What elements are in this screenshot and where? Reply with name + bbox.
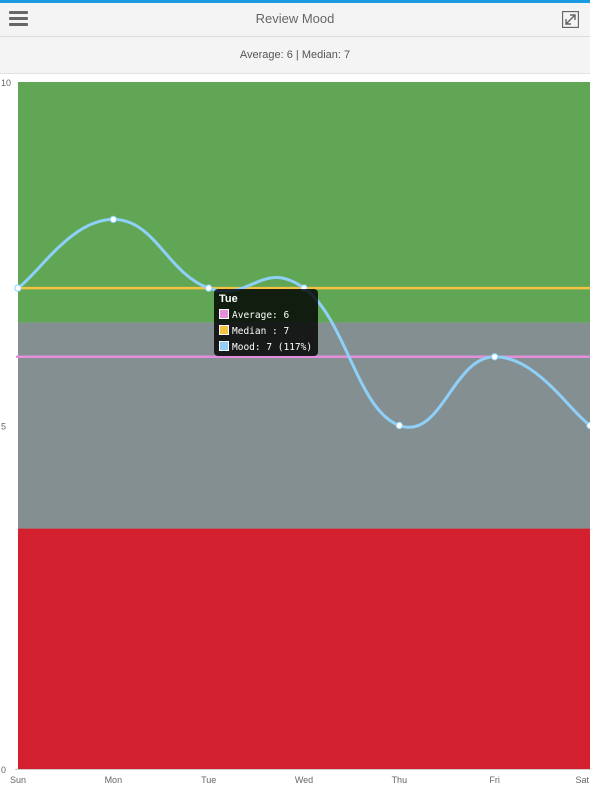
tooltip-swatch-mood bbox=[219, 341, 229, 351]
page-title: Review Mood bbox=[255, 11, 335, 26]
tooltip-text-mood: Mood: 7 (117%) bbox=[232, 342, 313, 353]
x-tick-label: Sat bbox=[575, 775, 589, 785]
band-bad bbox=[18, 528, 590, 769]
y-tick-label: 5 bbox=[1, 422, 6, 432]
x-tick-label: Sun bbox=[10, 775, 26, 785]
x-tick-label: Mon bbox=[105, 775, 123, 785]
x-tick-label: Tue bbox=[201, 775, 216, 785]
summary-bar: Average: 6 | Median: 7 bbox=[0, 37, 590, 74]
tooltip-swatch-median bbox=[219, 325, 229, 335]
hamburger-menu-icon[interactable] bbox=[9, 11, 28, 27]
top-accent-bar bbox=[0, 0, 590, 3]
tooltip-title: Tue bbox=[219, 293, 238, 305]
tooltip-row-average: Average: 6 bbox=[219, 309, 289, 321]
mood-point-thu bbox=[395, 421, 404, 430]
tooltip-text-median: Median : 7 bbox=[232, 326, 290, 337]
chart-tooltip: Tue Average: 6 Median : 7 Mood: 7 (117%) bbox=[214, 289, 318, 356]
mood-point-mon bbox=[109, 215, 118, 224]
mood-point-fri bbox=[490, 353, 499, 361]
mood-point-sun bbox=[14, 284, 22, 292]
tooltip-text-average: Average: 6 bbox=[232, 310, 290, 321]
summary-text: Average: 6 | Median: 7 bbox=[239, 49, 351, 61]
tooltip-row-mood: Mood: 7 (117%) bbox=[219, 341, 312, 353]
header-bar: Review Mood bbox=[0, 3, 590, 37]
x-tick-label: Fri bbox=[489, 775, 500, 785]
y-tick-label: 10 bbox=[1, 78, 11, 88]
mood-point-tue bbox=[204, 284, 213, 292]
x-tick-label: Thu bbox=[392, 775, 408, 785]
mood-chart: 0 5 10 Sun Mon Tue Wed Thu Fri Sat bbox=[1, 78, 590, 785]
x-tick-label: Wed bbox=[295, 775, 313, 785]
y-tick-label: 0 bbox=[1, 765, 6, 775]
tooltip-row-median: Median : 7 bbox=[219, 325, 289, 337]
tooltip-swatch-average bbox=[219, 309, 229, 319]
expand-icon[interactable] bbox=[561, 10, 580, 29]
band-good bbox=[18, 82, 590, 323]
